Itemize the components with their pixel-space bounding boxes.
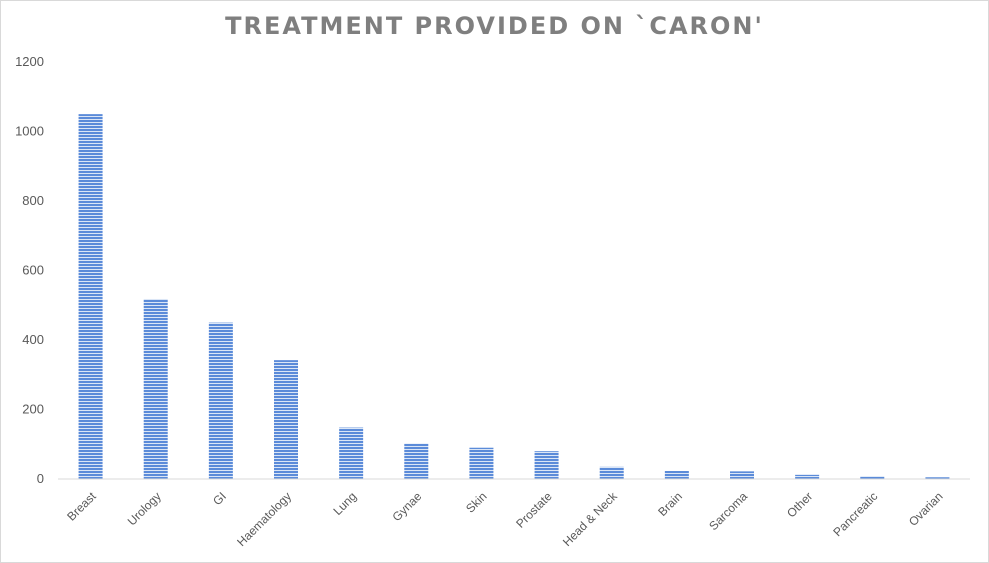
bar-lung [339,427,364,479]
bar-urology [143,298,168,479]
x-tick-label: Brain [655,489,685,519]
chart-title: TREATMENT PROVIDED ON `CARON' [225,12,764,40]
x-tick-label: Breast [64,489,99,524]
x-tick-label: Gynae [390,489,425,524]
x-tick-label: Head & Neck [560,489,621,550]
bar-haematology [274,360,298,479]
bar-series [78,114,950,479]
bar-sarcoma [730,471,754,479]
x-tick-label: Prostate [513,489,555,531]
bar-ovarian [925,477,950,479]
bar-breast [78,114,103,479]
x-tick-label: Pancreatic [830,489,880,539]
x-tick-label: Skin [463,489,489,515]
y-tick-label: 0 [37,471,44,486]
x-tick-label: Ovarian [906,489,946,529]
x-tick-label: Other [784,489,815,520]
y-axis: 0 200 400 600 800 1000 1200 [15,54,44,486]
y-tick-label: 600 [22,263,44,278]
bar-brain [664,471,689,479]
y-tick-label: 800 [22,193,44,208]
x-axis: Breast Urology GI Haematology Lung Gynae Skin P… [64,489,945,550]
bar-prostate [534,451,559,479]
bar-head-neck [599,466,624,479]
bar-skin [469,447,494,479]
x-tick-label: Haematology [234,489,294,549]
x-tick-label: Lung [330,489,359,518]
bar-other [795,474,820,479]
bar-gynae [404,443,429,479]
bar-pancreatic [860,476,885,479]
y-tick-label: 1000 [15,124,44,139]
y-tick-label: 1200 [15,54,44,69]
x-tick-label: GI [210,489,229,508]
y-tick-label: 200 [22,402,44,417]
x-tick-label: Urology [125,489,164,528]
y-tick-label: 400 [22,332,44,347]
x-tick-label: Sarcoma [706,489,750,533]
bar-gi [208,322,233,479]
